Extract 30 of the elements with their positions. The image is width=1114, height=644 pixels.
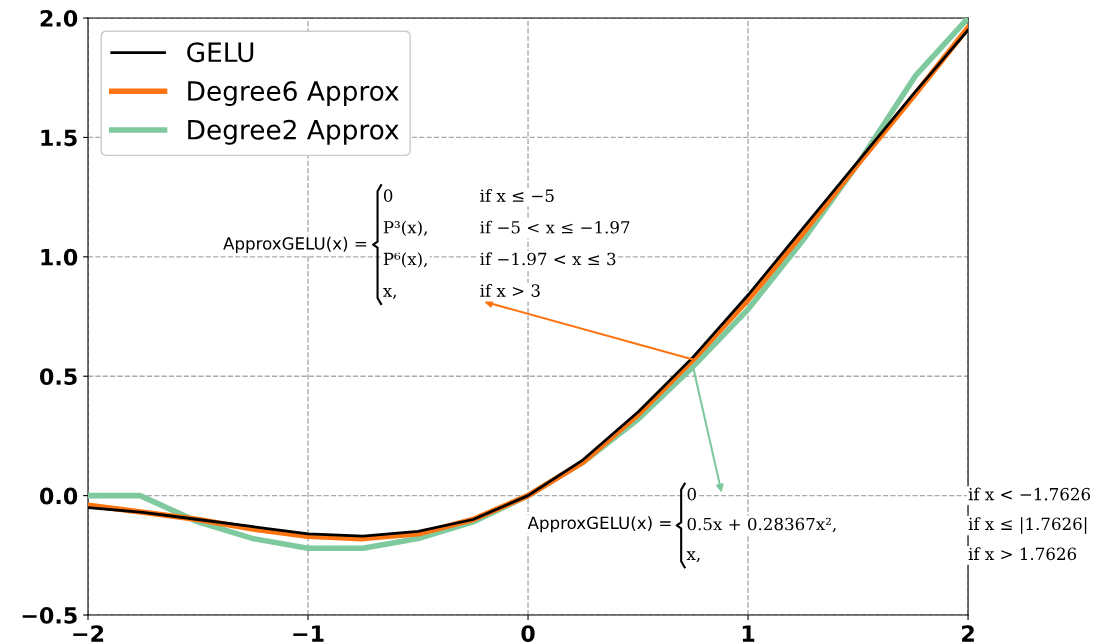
y-tick-label: 0.5 xyxy=(39,368,77,385)
y-tick-label: 0.0 xyxy=(39,487,78,505)
annotation: if −5 < x ≤ −1.97 xyxy=(480,220,630,234)
x-tick-label: −2 xyxy=(73,625,104,642)
text: if x > 1.7626 xyxy=(968,547,1077,561)
annotation: if x ≤ −5 xyxy=(480,189,554,202)
legend-label: Degree2 Approx xyxy=(188,119,399,145)
legend-label: Degree6 Approx xyxy=(188,80,399,107)
annotation: if x > 3 xyxy=(480,283,540,297)
x-tick-label: −1 xyxy=(293,625,324,642)
annotation: 0.5x + 0.28367x², xyxy=(687,517,836,533)
annotation: P³(x), xyxy=(383,220,427,236)
annotation: if −1.97 < x ≤ 3 xyxy=(480,252,616,266)
text: if x < −1.7626 xyxy=(968,487,1091,501)
annotation: 0 xyxy=(383,189,393,202)
annotation: x, xyxy=(383,288,396,299)
legend-label: GELU xyxy=(187,42,254,63)
y-tick-label: 1.5 xyxy=(41,129,77,147)
text: if x ≤ |1.7626| xyxy=(968,517,1087,534)
x-tick-label: 2 xyxy=(962,625,974,642)
annotation: P⁶(x), xyxy=(383,252,427,268)
y-tick-label: 1.0 xyxy=(41,248,78,266)
annotation: ApproxGELU(x) = xyxy=(223,236,367,253)
annotation: 0 xyxy=(687,487,696,501)
annotation: ApproxGELU(x) = xyxy=(527,516,671,533)
annotation: x, xyxy=(686,551,700,563)
x-tick-label: 1 xyxy=(742,625,755,642)
y-tick-label: −0.5 xyxy=(22,606,77,624)
x-tick-label: 0 xyxy=(521,625,535,642)
y-tick-label: 2.0 xyxy=(40,9,78,27)
